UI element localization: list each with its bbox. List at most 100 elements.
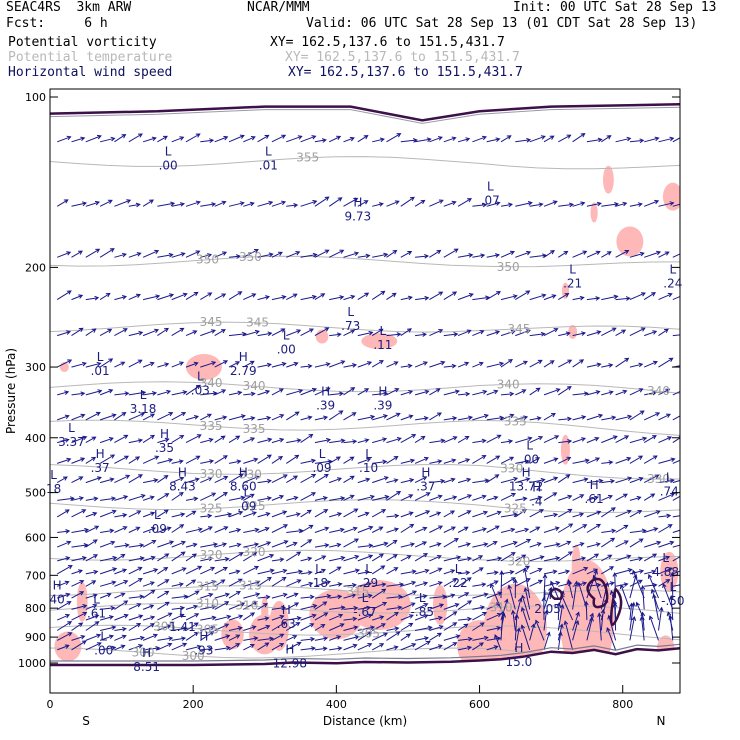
wind-arrow [271,414,285,421]
wind-arrow [472,202,488,208]
hl-marker: L [455,562,462,576]
wind-arrow [328,249,345,258]
wind-arrow [85,621,100,631]
wind-arrow [644,390,658,396]
wind-arrow [114,543,130,548]
wind-arrow [114,634,127,641]
wind-arrow [314,362,331,368]
wind-arrow [529,567,543,575]
wind-arrow [128,556,145,562]
theta-contour [50,255,680,268]
wind-arrow [515,250,532,258]
theta-label: 350 [196,253,219,267]
hl-marker: L [347,305,354,319]
wind-arrow [85,295,100,301]
wind-arrow [357,570,370,575]
wind-arrow [472,510,489,518]
wind-arrow [200,476,213,484]
wind-arrow [71,509,87,518]
wind-arrow [243,293,257,301]
wind-arrow [629,436,648,444]
wind-arrow [200,437,214,444]
wind-arrow [200,556,214,562]
wind-arrow [529,293,547,301]
wind-arrow [157,624,172,631]
wind-arrow [114,455,130,464]
wind-arrow [214,135,229,143]
hl-value: .09 [237,499,256,513]
wind-arrow [271,633,285,641]
wind-arrow [171,551,186,562]
wind-arrow [458,636,473,642]
wind-arrow [672,527,680,533]
wind-arrow [371,328,384,337]
wind-arrow [500,135,512,143]
hl-value: .74 [660,485,679,499]
hl-value: .03 [191,384,210,398]
wind-arrow [414,641,431,651]
wind-arrow [157,412,174,421]
hl-value: 3.37 [58,435,85,449]
wind-arrow [328,623,345,631]
wind-arrow [286,251,301,258]
wind-arrow [386,200,400,207]
wind-arrow [128,543,145,548]
hl-marker: H [199,629,208,643]
wind-arrow [643,455,658,464]
wind-arrow [200,391,218,396]
wind-arrow [652,593,659,621]
wind-arrow [157,493,170,501]
wind-arrow [286,495,299,501]
wind-arrow [157,437,170,444]
wind-arrow [629,510,643,518]
hl-value: -.67 [353,605,376,619]
wind-arrow [114,526,128,533]
wind-arrow [650,588,659,610]
wind-arrow [400,580,417,587]
wind-arrow [543,200,558,207]
wind-arrow [415,332,428,337]
wind-arrow [243,511,257,518]
hl-marker: H [96,447,105,461]
wind-arrow [572,415,587,421]
wind-arrow [529,555,545,562]
wind-arrow [429,329,444,337]
wind-arrow [143,391,158,396]
wind-arrow [228,590,241,599]
hl-value: .09 [312,461,331,475]
hl-value: 15.0 [506,655,533,669]
wind-arrow [185,434,202,444]
wind-arrow [286,438,302,444]
wind-arrow [185,527,203,533]
pv-shade-blob [361,333,398,350]
wind-arrow [142,136,157,143]
wind-arrow [429,581,443,587]
wind-arrow [300,252,318,258]
wind-arrow [329,594,343,600]
wind-arrow [243,136,256,143]
wind-arrow [300,623,315,631]
wind-arrow [386,611,399,621]
wind-arrow [357,581,373,587]
wind-arrow [644,540,662,548]
wind-arrow [71,543,89,548]
wind-arrow [357,438,370,444]
wind-arrow [615,201,628,207]
wind-arrow [372,494,390,501]
wind-arrow [271,388,284,396]
wind-arrow [56,290,72,301]
wind-arrow [114,579,129,587]
wind-arrow [200,513,213,519]
wind-arrow [314,568,327,575]
wind-arrow [443,200,457,207]
wind-arrow [520,624,531,651]
wind-arrow [286,389,304,396]
wind-arrow [658,413,671,421]
wind-arrow [171,476,185,484]
wind-arrow [472,454,487,464]
wind-arrow [457,137,471,143]
hl-marker: L [100,629,107,643]
wind-arrow [629,327,646,337]
theta-label: 320 [507,554,530,568]
theta-label: 325 [243,499,266,513]
